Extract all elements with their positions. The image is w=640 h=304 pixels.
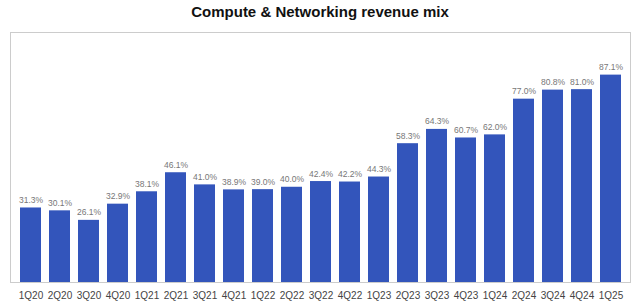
svg-text:2Q23: 2Q23 <box>396 290 421 301</box>
svg-text:4Q22: 4Q22 <box>338 290 363 301</box>
svg-text:62.0%: 62.0% <box>483 122 508 132</box>
svg-text:80.8%: 80.8% <box>541 77 566 87</box>
svg-text:40.0%: 40.0% <box>280 174 305 184</box>
svg-text:26.1%: 26.1% <box>77 207 102 217</box>
svg-text:1Q23: 1Q23 <box>367 290 392 301</box>
svg-text:4Q21: 4Q21 <box>222 290 247 301</box>
svg-text:87.1%: 87.1% <box>599 62 624 72</box>
svg-text:42.2%: 42.2% <box>338 169 363 179</box>
svg-text:3Q23: 3Q23 <box>425 290 450 301</box>
svg-text:1Q21: 1Q21 <box>135 290 160 301</box>
svg-text:4Q23: 4Q23 <box>454 290 479 301</box>
svg-text:3Q21: 3Q21 <box>193 290 218 301</box>
svg-text:46.1%: 46.1% <box>164 160 189 170</box>
svg-text:44.3%: 44.3% <box>367 164 392 174</box>
svg-text:4Q24: 4Q24 <box>570 290 595 301</box>
svg-text:1Q20: 1Q20 <box>19 290 44 301</box>
svg-text:3Q24: 3Q24 <box>541 290 566 301</box>
svg-text:64.3%: 64.3% <box>425 116 450 126</box>
html-text:Compute & Networking revenue m: Compute & Networking revenue mix <box>191 3 449 20</box>
svg-text:30.1%: 30.1% <box>48 198 73 208</box>
svg-text:1Q25: 1Q25 <box>599 290 624 301</box>
svg-text:60.7%: 60.7% <box>454 125 479 135</box>
svg-text:2Q20: 2Q20 <box>48 290 73 301</box>
svg-text:2Q21: 2Q21 <box>164 290 189 301</box>
svg-text:58.3%: 58.3% <box>396 131 421 141</box>
svg-text:42.4%: 42.4% <box>309 169 334 179</box>
svg-text:3Q22: 3Q22 <box>309 290 334 301</box>
svg-text:2Q22: 2Q22 <box>280 290 305 301</box>
svg-text:41.0%: 41.0% <box>193 172 218 182</box>
svg-text:1Q22: 1Q22 <box>251 290 276 301</box>
svg-text:39.0%: 39.0% <box>251 177 276 187</box>
svg-text:38.1%: 38.1% <box>135 179 160 189</box>
svg-text:31.3%: 31.3% <box>19 195 44 205</box>
svg-text:77.0%: 77.0% <box>512 86 537 96</box>
svg-text:38.9%: 38.9% <box>222 177 247 187</box>
svg-text:4Q20: 4Q20 <box>106 290 131 301</box>
svg-text:3Q20: 3Q20 <box>77 290 102 301</box>
svg-text:2Q24: 2Q24 <box>512 290 537 301</box>
svg-text:32.9%: 32.9% <box>106 191 131 201</box>
svg-text:1Q24: 1Q24 <box>483 290 508 301</box>
svg-text:81.0%: 81.0% <box>570 77 595 87</box>
